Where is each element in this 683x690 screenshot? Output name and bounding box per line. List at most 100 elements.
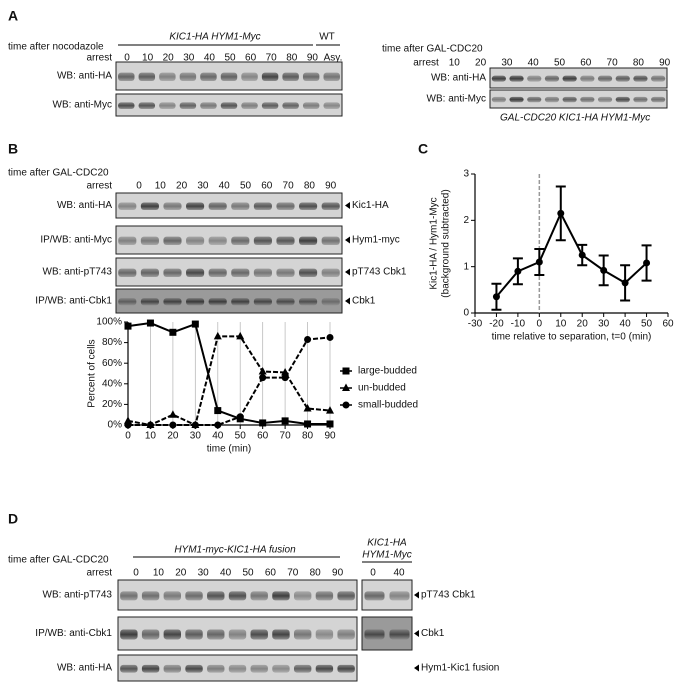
x-tick-label: 60 [257,431,269,442]
blot-band [220,102,238,109]
blot-band [186,202,205,210]
x-tick-label: 30 [598,319,610,330]
blot-band [241,102,258,109]
panel-label: A [8,8,18,24]
y-tick-label: 80% [102,337,122,348]
blot-band [140,298,159,306]
blot-band [299,268,318,278]
blot-band [261,102,279,109]
y-tick-label: 60% [102,358,122,369]
marker [214,407,222,415]
lane-label: Asy. [324,53,343,64]
blot-band [228,629,247,640]
blot-band [527,75,542,82]
lane-label: 30 [198,568,210,579]
x-tick-label: 80 [302,431,314,442]
lane-label: 80 [310,568,322,579]
row-label: IP/WB: anti-Cbk1 [35,628,112,639]
blot-band [321,202,340,210]
blot-band [163,268,182,278]
marker [191,421,199,429]
blot-band [615,75,630,82]
x-tick-label: 60 [662,319,674,330]
blot-band [293,591,312,601]
blot-band [138,102,156,109]
blot-band [562,96,577,103]
row-label: WB: anti-Myc [427,94,486,105]
y-tick-label: 0 [463,308,469,319]
blot-band [321,236,340,246]
label: WT [319,32,335,43]
blot-band [299,236,318,246]
row-label: WB: anti-HA [431,73,486,84]
row-label: IP/WB: anti-Cbk1 [35,296,112,307]
blot-band [207,664,225,673]
marker [326,333,334,341]
lane-label: 60 [580,58,592,69]
blot-band [299,202,318,210]
lane-label: 10 [155,181,167,192]
blot-band [562,75,577,82]
blot-band [282,102,299,109]
x-tick-label: 50 [641,319,653,330]
blot-band [228,591,247,601]
label: arrest [86,568,112,579]
blot-band [633,75,648,82]
blot-band [633,96,648,103]
blot-band [253,298,272,306]
lane-label: 10 [153,568,165,579]
marker [303,404,312,412]
label: KIC1-HA [367,538,407,549]
lane-label: 40 [393,568,405,579]
marker [124,421,132,429]
label: arrest [86,181,112,192]
lane-label: 0 [136,181,142,192]
blot-band [250,591,268,601]
lane-label: 10 [142,53,154,64]
blot-band [491,75,506,82]
blot-band [120,664,138,673]
blot-band [261,72,279,82]
blot-band [389,629,410,640]
blot-band [231,268,250,278]
x-tick-label: 20 [577,319,589,330]
y-tick-label: 3 [463,169,469,180]
lane-label: 0 [370,568,376,579]
arrowhead [345,236,350,244]
blot-band [337,591,355,601]
marker [304,420,312,428]
blot-band [120,629,138,640]
label: HYM1-Myc [362,550,411,561]
blot-band [141,664,160,673]
x-tick-label: 40 [620,319,632,330]
blot-band [141,591,160,601]
blot-band [185,591,203,601]
marker [326,420,334,428]
blot-band [140,236,159,246]
row-label: WB: anti-HA [57,71,112,82]
blot-band [186,298,205,306]
blot-band [302,72,320,82]
blot-band [159,102,176,109]
marker [535,258,543,266]
x-tick-label: 10 [555,319,567,330]
marker [621,279,629,287]
x-tick-label: -20 [489,319,504,330]
blot-band [118,298,137,306]
panel-label: D [8,511,18,527]
blot-band [179,72,197,82]
x-tick-label: 40 [212,431,224,442]
blot-band [163,629,182,640]
marker [214,421,222,429]
marker [342,367,350,375]
lane-label: 40 [204,53,216,64]
blot-band [231,298,250,306]
lane-label: 50 [554,58,566,69]
lane-label: 30 [197,181,209,192]
lane-label: 60 [261,181,273,192]
lane-label: 40 [220,568,232,579]
blot-band [276,268,295,278]
blot-band [231,202,250,210]
x-tick-label: 20 [167,431,179,442]
blot-band [118,236,137,246]
